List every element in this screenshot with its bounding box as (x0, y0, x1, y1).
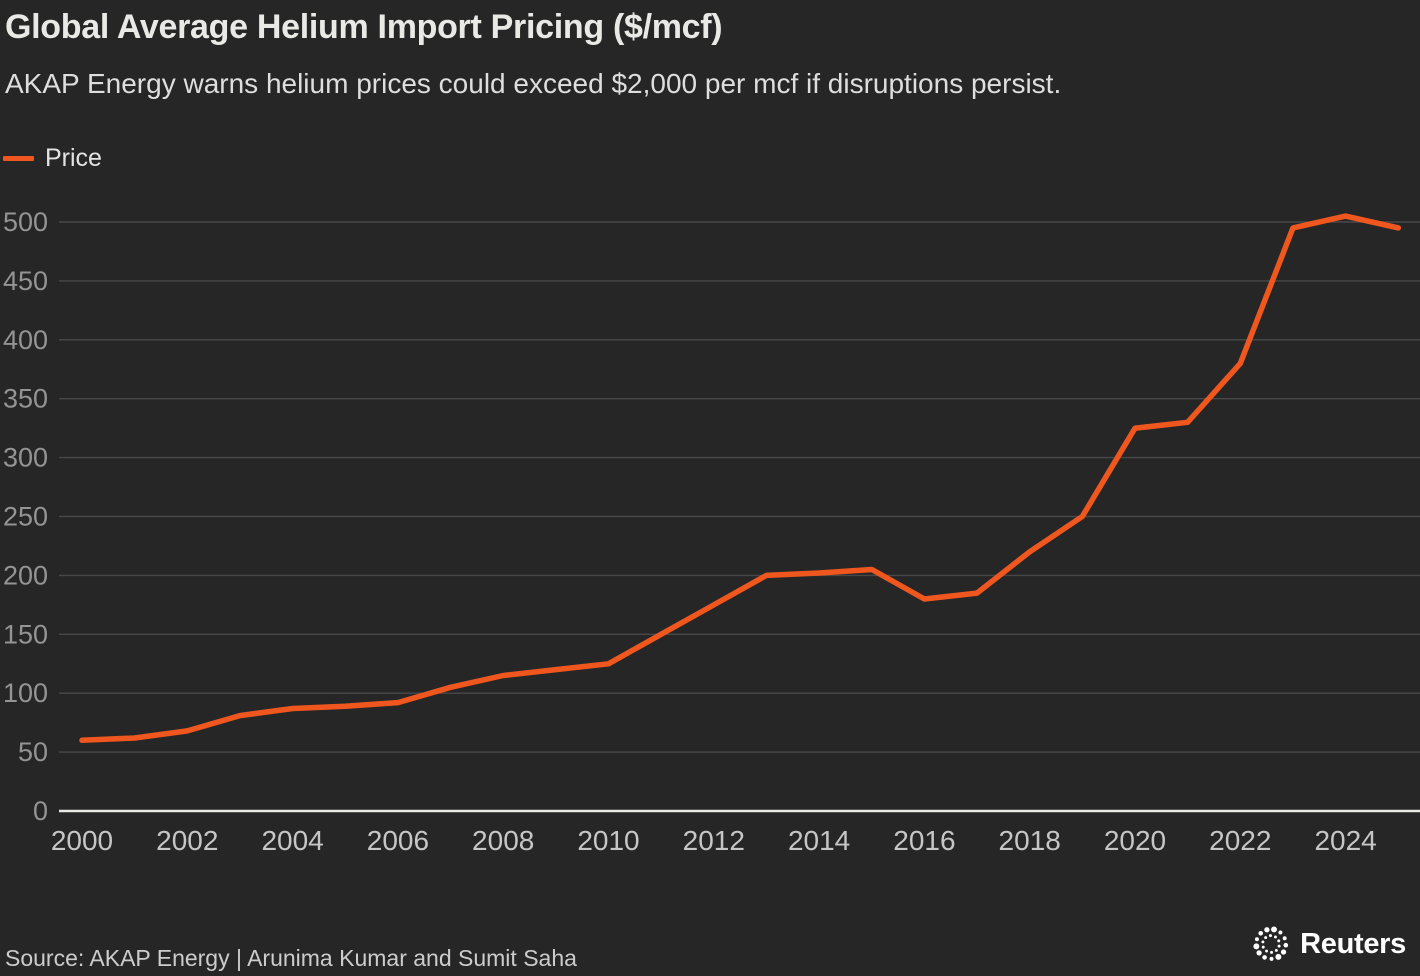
price-line (79, 213, 1402, 744)
axis-labels: 0 50 100 150 200 250 300 350 400 450 500 2000 2002 20… (3, 207, 1377, 856)
x-tick-label: 2006 (367, 825, 429, 856)
x-tick-label: 2022 (1209, 825, 1271, 856)
logo-dot (1256, 950, 1262, 956)
y-tick-label: 150 (3, 619, 48, 649)
x-tick-label: 2014 (788, 825, 850, 856)
logo-dot (1269, 934, 1273, 938)
gridlines (59, 221, 1420, 813)
logo-dot (1264, 927, 1270, 933)
logo-dot (1282, 936, 1287, 941)
logo-dot (1269, 956, 1274, 961)
x-tick-label: 2016 (893, 825, 955, 856)
y-tick-label: 100 (3, 678, 48, 708)
x-tick-label: 2018 (999, 825, 1061, 856)
logo-dot (1255, 937, 1260, 942)
y-tick-label: 50 (18, 737, 48, 767)
logo-dot (1261, 945, 1265, 949)
logo-dot (1261, 940, 1265, 944)
legend-label: Price (45, 143, 102, 172)
legend: Price (3, 143, 102, 173)
x-tick-label: 2000 (51, 825, 113, 856)
x-tick-label: 2012 (683, 825, 745, 856)
logo-dot (1262, 955, 1268, 960)
chart-title: Global Average Helium Import Pricing ($/… (5, 8, 723, 46)
reuters-logo: Reuters (1249, 922, 1406, 966)
logo-dot (1258, 930, 1264, 936)
y-tick-label: 500 (3, 207, 48, 237)
x-tick-label: 2010 (577, 825, 639, 856)
reuters-wordmark: Reuters (1300, 927, 1406, 960)
reuters-orbit-icon (1253, 926, 1289, 961)
y-tick-label: 0 (33, 796, 48, 826)
legend-line-swatch (3, 155, 34, 161)
y-tick-label: 450 (3, 266, 48, 296)
source-note: Source: AKAP Energy | Arunima Kumar and … (5, 945, 577, 971)
logo-dot (1278, 930, 1283, 935)
chart-subtitle: AKAP Energy warns helium prices could ex… (5, 68, 1062, 99)
logo-dot (1265, 949, 1269, 953)
x-tick-label: 2024 (1314, 825, 1376, 856)
logo-dot (1264, 936, 1268, 940)
y-tick-label: 400 (3, 325, 48, 355)
logo-dot (1277, 944, 1281, 948)
logo-dot (1277, 939, 1281, 943)
logo-dot (1270, 950, 1274, 954)
x-tick-label: 2002 (156, 825, 218, 856)
x-tick-label: 2008 (472, 825, 534, 856)
logo-dot (1283, 942, 1289, 948)
logo-dot (1274, 948, 1278, 952)
y-tick-label: 300 (3, 443, 48, 473)
logo-dot (1271, 926, 1278, 933)
x-tick-label: 2020 (1104, 825, 1166, 856)
y-tick-label: 250 (3, 502, 48, 532)
logo-dot (1280, 949, 1287, 955)
logo-dot (1253, 943, 1260, 950)
y-tick-label: 350 (3, 384, 48, 414)
logo-dot (1274, 935, 1278, 939)
y-tick-label: 200 (3, 560, 48, 590)
logo-dot (1275, 953, 1282, 960)
x-tick-label: 2004 (261, 825, 323, 856)
